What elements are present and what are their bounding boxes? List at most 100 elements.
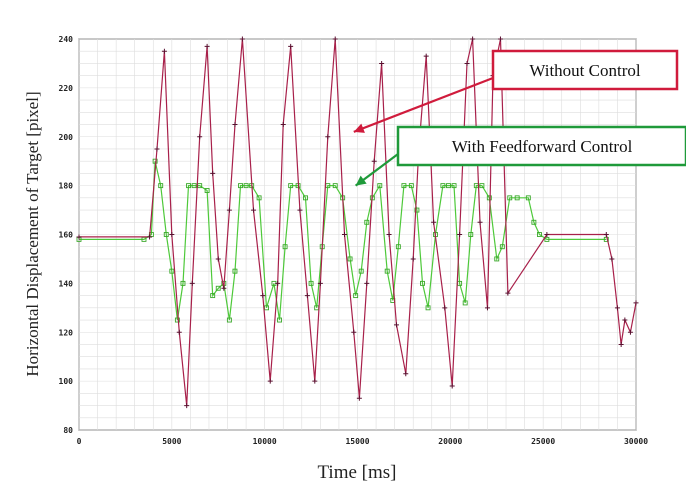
data-point [210,170,216,176]
data-point [537,232,542,237]
data-point [169,268,175,274]
annotation-arrowhead [353,123,365,133]
data-point [609,256,615,262]
data-point [494,256,500,262]
data-point [618,341,624,347]
y-tick-label: 160 [59,231,74,240]
data-point [232,122,238,128]
data-point [308,280,314,286]
series-line [79,161,607,321]
data-point [431,219,437,225]
data-point [189,280,195,286]
data-point [282,244,288,250]
data-point [256,195,262,201]
data-point [477,219,483,225]
data-point [603,232,609,237]
data-point [288,43,294,49]
annotation-label: With Feedforward Control [452,137,633,156]
data-point [622,317,628,323]
x-tick-label: 30000 [624,437,648,446]
data-point [384,268,390,274]
data-point [479,183,485,189]
data-point [353,293,359,299]
data-point [449,383,455,389]
annotations: Without Control With Feedforward Control [353,49,686,187]
data-point [505,290,511,296]
data-point [317,280,323,286]
annotation-box [396,125,686,167]
series-without-control [76,36,639,409]
data-point [215,285,221,291]
data-point [288,183,294,189]
data-point [425,305,431,311]
data-point [191,183,197,189]
series-layer [76,36,639,409]
data-point [614,305,620,311]
data-point [226,317,232,323]
data-point [297,207,303,213]
data-point [304,293,310,299]
data-point [497,36,503,42]
data-point [76,234,82,240]
data-point [514,195,520,201]
y-tick-label: 120 [59,328,74,337]
y-tick-label: 80 [63,426,73,435]
data-point [364,219,370,225]
data-point [408,183,414,189]
y-axis-label: Horizontal Displacement of Target [pixel… [23,91,42,376]
data-point [351,329,357,335]
data-point [238,183,243,189]
data-point [525,195,531,201]
x-tick-label: 20000 [438,437,462,446]
data-point [239,36,245,42]
data-point [507,195,513,201]
data-point [210,293,216,299]
y-tick-label: 240 [59,35,74,44]
annotation-without-control: Without Control [353,49,679,133]
data-point [260,293,266,299]
data-point [332,183,338,189]
x-tick-label: 15000 [345,437,369,446]
data-point [462,300,468,306]
x-axis-label: Time [ms] [317,462,396,483]
data-point [364,280,370,286]
y-tick-label: 100 [59,377,74,386]
data-point [442,305,448,311]
data-point [627,329,633,335]
data-point [420,280,425,286]
data-point [332,36,338,42]
data-point [440,183,446,189]
data-point [184,403,190,409]
y-tick-label: 200 [59,133,74,142]
data-point [215,256,221,262]
data-point [401,183,407,189]
data-point [379,60,385,66]
data-point [386,232,392,237]
data-point [267,378,273,384]
annotation-arrow [353,76,494,133]
data-point [377,183,383,189]
data-point [403,371,409,377]
data-point [176,329,182,335]
data-point [243,183,249,189]
data-point [154,146,160,152]
data-point [484,305,490,311]
data-point [544,236,550,242]
data-point [342,232,348,237]
data-point [486,195,492,201]
data-point [186,183,191,189]
data-point [275,280,281,286]
y-tick-label: 220 [59,84,74,93]
x-tick-label: 0 [77,437,82,446]
data-point [264,305,269,311]
ticks: 0 5000 10000 15000 20000 25000 30000 80 100 120 14… [59,35,649,446]
data-point [280,122,286,128]
data-point [226,207,232,213]
data-point [371,158,377,164]
data-point [169,232,175,237]
x-tick-label: 5000 [162,437,181,446]
data-point [531,219,537,225]
data-point [410,256,416,262]
data-point [470,36,476,42]
